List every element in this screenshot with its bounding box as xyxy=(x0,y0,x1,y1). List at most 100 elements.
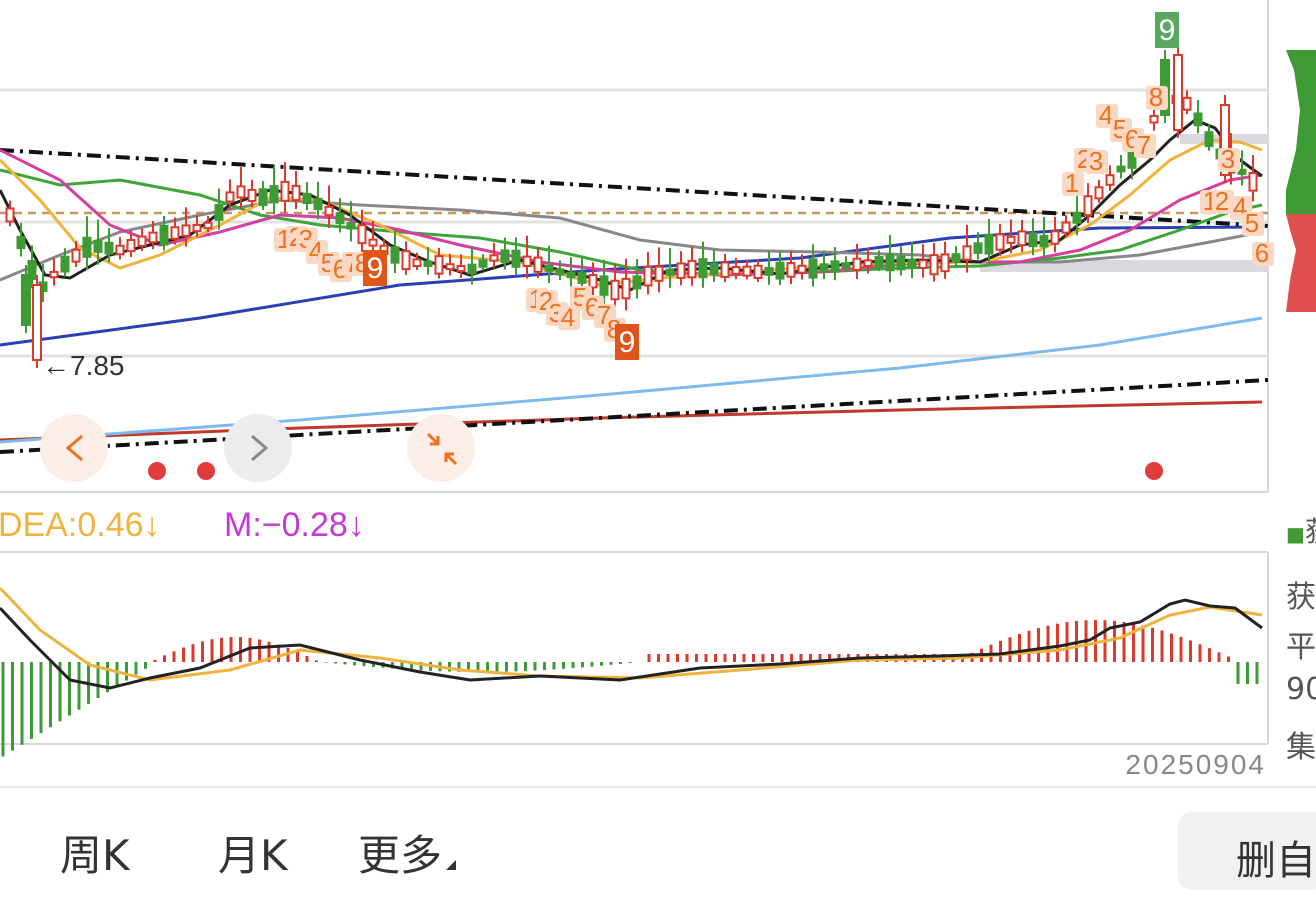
candle-up xyxy=(643,252,653,295)
candle-up xyxy=(621,258,631,311)
candle-down xyxy=(1193,100,1203,134)
svg-text:9: 9 xyxy=(619,326,636,359)
candle-up xyxy=(1017,220,1027,252)
candle-up xyxy=(1248,155,1258,202)
candle-up xyxy=(192,215,202,237)
candle-down xyxy=(423,247,433,275)
candle-down xyxy=(302,182,312,211)
candle-up xyxy=(1006,219,1016,254)
candle-down xyxy=(1039,216,1049,258)
candle-up xyxy=(588,262,598,296)
side-label: 获 xyxy=(1286,580,1316,615)
candle-up xyxy=(115,237,125,260)
low-price-label: ←7.85 xyxy=(42,350,125,381)
svg-text:3: 3 xyxy=(1089,146,1103,176)
candle-up xyxy=(434,247,444,279)
candle-up xyxy=(291,171,301,210)
candle-up xyxy=(1182,90,1192,115)
candle-up xyxy=(236,166,246,210)
candle-down xyxy=(896,246,906,276)
td-seq-label: 2 xyxy=(1212,186,1234,216)
td-seq-label: 3 xyxy=(1218,144,1240,174)
candle-up xyxy=(1083,183,1093,223)
candle-up xyxy=(49,258,59,286)
collapse-button[interactable] xyxy=(407,414,475,482)
trend-line-lower xyxy=(0,378,1269,454)
candle-down xyxy=(1204,124,1214,151)
candle-down xyxy=(159,215,169,251)
candle-up xyxy=(786,250,796,285)
candle-down xyxy=(1028,218,1038,256)
candle-down xyxy=(313,181,323,220)
tab-monthly-k[interactable]: 月K xyxy=(218,831,288,880)
candle-down xyxy=(346,201,356,242)
candle-up xyxy=(32,275,42,368)
candle-down xyxy=(390,230,400,273)
side-label: 集 xyxy=(1286,730,1316,765)
candle-down xyxy=(27,245,37,289)
candle-up xyxy=(852,243,862,279)
candle-up xyxy=(918,244,928,278)
ma-long-red-line xyxy=(0,400,1263,442)
candle-up xyxy=(1094,179,1104,203)
side-legend: ■获 xyxy=(1286,510,1316,550)
candle-up xyxy=(357,209,367,253)
candle-up xyxy=(995,223,1005,256)
candle-down xyxy=(632,259,642,299)
td-seq-label: 7 xyxy=(1134,130,1156,160)
next-button[interactable] xyxy=(224,414,292,482)
m-value-label: M:−0.28↓ xyxy=(224,506,365,544)
delete-self-button[interactable]: 删自 xyxy=(1178,812,1316,890)
candle-down xyxy=(885,235,895,283)
candle-down xyxy=(82,216,92,270)
candle-up xyxy=(412,252,422,271)
candle-down xyxy=(555,260,565,280)
tab-more[interactable]: 更多 xyxy=(358,822,457,883)
candles-group xyxy=(5,45,1258,368)
dea-value-label: DEA:0.46↓ xyxy=(0,506,161,544)
candle-down xyxy=(269,166,279,215)
tab-weekly-k[interactable]: 周K xyxy=(60,831,130,880)
candle-up xyxy=(731,257,741,280)
candle-down xyxy=(951,246,961,267)
svg-text:8: 8 xyxy=(1149,82,1163,112)
td-seq-label: 5 xyxy=(1242,208,1264,238)
svg-text:6: 6 xyxy=(1255,238,1269,268)
legend-text: 获 xyxy=(1305,515,1316,548)
candle-down xyxy=(478,254,488,271)
candle-up xyxy=(489,242,499,269)
candle-down xyxy=(698,241,708,288)
ma30-line xyxy=(0,168,1263,277)
macd-dea-line xyxy=(0,586,1263,682)
candle-down xyxy=(1116,154,1126,179)
side-label: 90 xyxy=(1286,672,1316,707)
candle-down xyxy=(775,251,785,286)
candle-down xyxy=(1237,150,1247,186)
candle-up xyxy=(797,254,807,280)
candle-down xyxy=(984,218,994,264)
candle-up xyxy=(610,263,620,310)
candle-up xyxy=(445,253,455,276)
candle-up xyxy=(456,254,466,279)
chip-distribution-red xyxy=(1286,214,1316,312)
candle-down xyxy=(500,237,510,270)
candle-down xyxy=(544,245,554,284)
candle-down xyxy=(830,247,840,281)
svg-text:3: 3 xyxy=(1221,144,1235,174)
candle-down xyxy=(21,265,31,333)
candle-down xyxy=(60,248,70,277)
candle-up xyxy=(962,224,972,273)
candle-down xyxy=(16,222,26,257)
candle-up xyxy=(687,246,697,286)
candle-up xyxy=(247,179,257,208)
candle-up xyxy=(522,235,532,279)
candle-down xyxy=(93,219,103,265)
candle-down xyxy=(566,257,576,287)
candle-up xyxy=(863,247,873,274)
svg-text:9: 9 xyxy=(367,252,384,285)
delete-self-label: 删自 xyxy=(1236,838,1316,884)
candle-down xyxy=(511,237,521,275)
prev-button[interactable] xyxy=(40,414,108,482)
candle-down xyxy=(258,181,268,211)
candle-up xyxy=(1061,215,1071,238)
